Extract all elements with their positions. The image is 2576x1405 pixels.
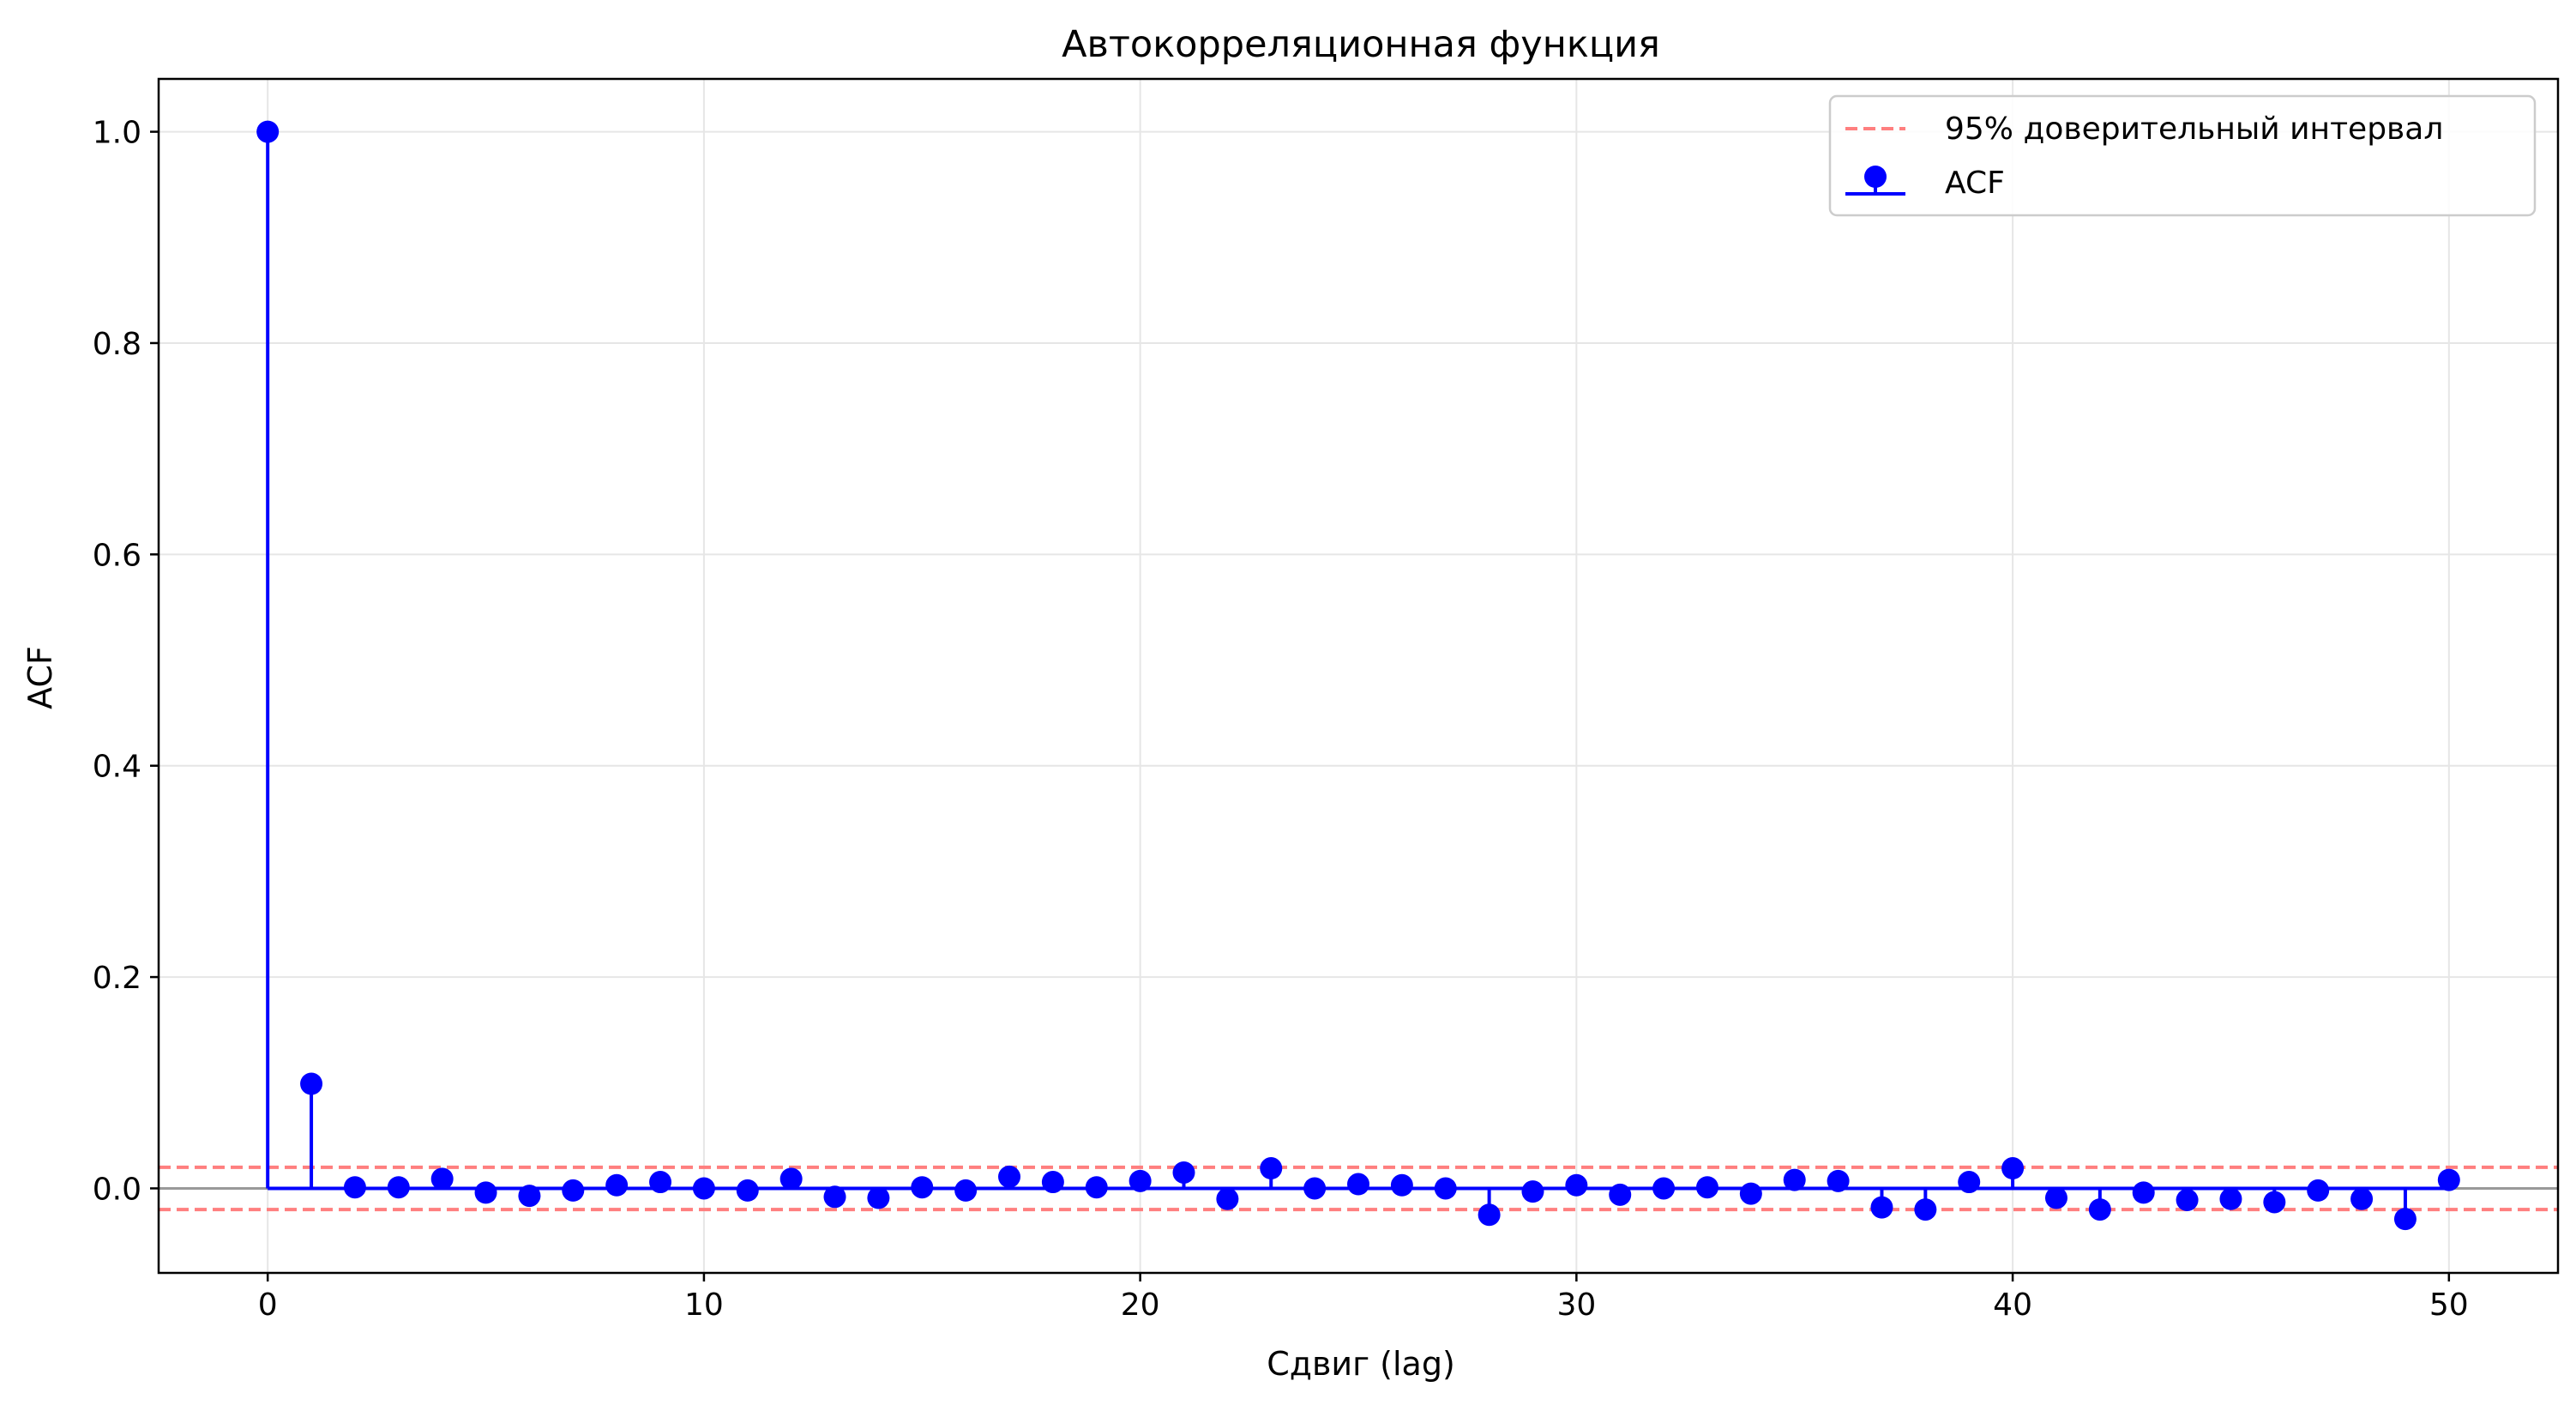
x-axis-ticks: 0 10 20 30 40 50 [258,1273,2469,1323]
acf-point-lag-46 [2263,1191,2286,1214]
y-tick-label: 0.2 [93,961,141,996]
chart-title: Автокорреляционная функция [1062,23,1660,66]
confidence-interval-lines [159,1165,2558,1212]
acf-point-lag-49 [2393,1208,2417,1231]
acf-point-lag-43 [2132,1181,2155,1204]
acf-point-lag-3 [387,1176,410,1199]
acf-point-lag-9 [649,1171,672,1194]
acf-point-lag-39 [1958,1171,1981,1194]
x-tick-label: 50 [2429,1287,2469,1323]
acf-point-lag-11 [736,1179,759,1202]
acf-point-lag-24 [1303,1177,1327,1200]
y-axis-label: ACF [21,646,59,709]
acf-point-lag-37 [1870,1196,1893,1219]
acf-point-lag-34 [1739,1182,1762,1205]
acf-point-lag-7 [562,1179,585,1202]
x-tick-label: 20 [1121,1287,1160,1323]
acf-point-lag-23 [1260,1157,1283,1180]
acf-point-lag-47 [2307,1179,2330,1202]
acf-point-lag-17 [998,1165,1021,1188]
acf-point-lag-29 [1521,1180,1544,1203]
acf-point-lag-28 [1478,1203,1501,1227]
plot-area-frame [157,77,2560,1275]
acf-markers [256,120,2460,1231]
acf-point-lag-45 [2219,1187,2242,1210]
acf-point-lag-36 [1827,1169,1850,1192]
acf-point-lag-22 [1216,1187,1239,1210]
acf-point-lag-30 [1565,1173,1588,1197]
y-tick-label: 0.4 [93,750,141,785]
x-axis-label: Сдвиг (lag) [1267,1345,1455,1383]
x-tick-label: 30 [1556,1287,1596,1323]
x-tick-label: 40 [1993,1287,2032,1323]
acf-point-lag-27 [1434,1177,1457,1200]
acf-point-lag-0 [256,120,280,143]
acf-point-lag-42 [2088,1198,2111,1221]
acf-point-lag-1 [300,1072,323,1095]
acf-point-lag-10 [692,1177,715,1200]
acf-point-lag-21 [1172,1161,1195,1184]
acf-point-lag-15 [911,1176,934,1199]
y-axis-ticks: 0.0 0.2 0.4 0.6 0.8 1.0 [93,116,159,1207]
acf-point-lag-14 [867,1186,890,1209]
acf-point-lag-48 [2350,1187,2374,1210]
acf-point-lag-40 [2001,1157,2025,1180]
x-tick-label: 10 [684,1287,724,1323]
acf-point-lag-5 [474,1181,497,1204]
y-tick-label: 0.0 [93,1172,141,1207]
legend-box [1828,94,2537,217]
acf-point-lag-33 [1695,1176,1718,1199]
acf-point-lag-19 [1085,1176,1108,1199]
acf-point-lag-13 [823,1185,846,1209]
acf-point-lag-4 [430,1167,454,1191]
acf-point-lag-18 [1041,1171,1064,1194]
acf-point-lag-44 [2176,1189,2199,1212]
acf-point-lag-50 [2437,1168,2460,1191]
x-tick-label: 0 [258,1287,278,1323]
acf-point-lag-31 [1609,1183,1632,1206]
acf-point-lag-32 [1652,1177,1676,1200]
acf-point-lag-8 [605,1173,629,1197]
y-tick-label: 0.8 [93,327,141,362]
acf-point-lag-2 [343,1176,366,1199]
y-tick-label: 1.0 [93,116,141,151]
acf-point-lag-41 [2044,1186,2067,1209]
legend-acf-swatch-marker [1864,166,1887,188]
legend-acf-label: ACF [1945,166,2005,201]
acf-point-lag-26 [1390,1173,1413,1197]
legend-ci-label: 95% доверительный интервал [1945,112,2443,147]
acf-point-lag-12 [779,1167,803,1191]
acf-point-lag-35 [1783,1168,1806,1191]
acf-point-lag-20 [1129,1169,1152,1192]
acf-point-lag-38 [1914,1198,1937,1221]
acf-point-lag-6 [518,1185,541,1208]
legend: 95% доверительный интервал ACF [1828,94,2537,217]
y-tick-label: 0.6 [93,538,141,573]
acf-point-lag-16 [954,1179,978,1202]
acf-point-lag-25 [1347,1173,1369,1196]
